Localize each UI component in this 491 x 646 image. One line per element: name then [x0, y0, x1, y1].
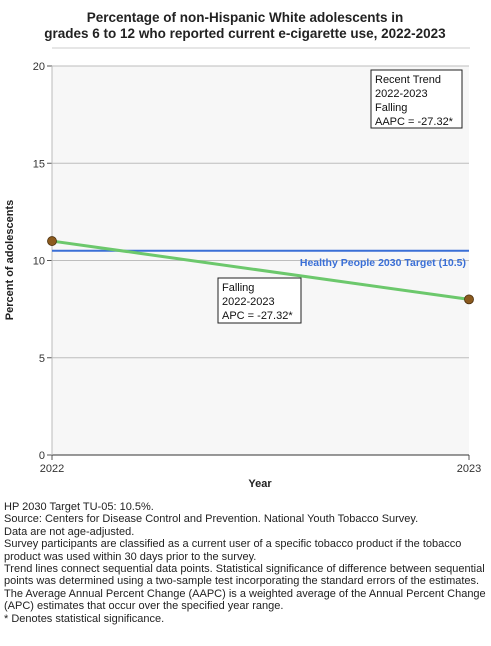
- target-label: Healthy People 2030 Target (10.5): [300, 257, 466, 269]
- segment-annotation-line-1: Falling: [222, 282, 254, 294]
- note-aapc-definition: The Average Annual Percent Change (AAPC)…: [4, 587, 486, 613]
- segment-annotation-box: Falling 2022-2023 APC = -27.32*: [217, 277, 302, 324]
- data-point-2023[interactable]: [464, 294, 474, 305]
- series-layer: [47, 236, 474, 305]
- y-axis-label: Percent of adolescents: [4, 200, 16, 320]
- recent-trend-box: Recent Trend 2022-2023 Falling AAPC = -2…: [370, 69, 463, 129]
- y-tick-label-0: 0: [39, 450, 45, 462]
- recent-trend-line-1: Recent Trend: [375, 74, 441, 86]
- y-tick-label-10: 10: [33, 256, 45, 268]
- y-axis-ticks: 0 5 10 15 20: [33, 61, 52, 462]
- recent-trend-line-4: AAPC = -27.32*: [375, 116, 454, 128]
- chart-notes: HP 2030 Target TU-05: 10.5%. Source: Cen…: [4, 501, 488, 625]
- x-tick-label-2023: 2023: [457, 463, 481, 475]
- y-tick-label-15: 15: [33, 158, 45, 170]
- chart: Percentage of non-Hispanic White adolesc…: [4, 10, 481, 490]
- note-significance: * Denotes statistical significance.: [4, 612, 165, 625]
- y-tick-label-20: 20: [33, 61, 45, 73]
- note-source: Source: Centers for Disease Control and …: [4, 513, 419, 526]
- x-axis-label: Year: [248, 478, 272, 490]
- x-axis-ticks: 2022 2023: [40, 455, 481, 475]
- chart-title-line-1: Percentage of non-Hispanic White adolesc…: [87, 10, 404, 25]
- segment-annotation-line-2: 2022-2023: [222, 296, 275, 308]
- note-trend-lines: Trend lines connect sequential data poin…: [4, 563, 485, 588]
- data-point-2022[interactable]: [47, 236, 57, 246]
- gridlines: [52, 65, 469, 359]
- recent-trend-line-3: Falling: [375, 102, 407, 114]
- chart-title-line-2: grades 6 to 12 who reported current e-ci…: [44, 26, 446, 41]
- x-tick-label-2022: 2022: [40, 463, 64, 475]
- note-current-user-definition: Survey participants are classified as a …: [4, 538, 462, 563]
- recent-trend-line-2: 2022-2023: [375, 88, 428, 100]
- note-age-adjustment: Data are not age-adjusted.: [4, 525, 135, 538]
- trend-line: [51, 239, 470, 301]
- segment-annotation-line-3: APC = -27.32*: [222, 310, 293, 322]
- note-target: HP 2030 Target TU-05: 10.5%.: [4, 501, 154, 513]
- y-tick-label-5: 5: [39, 353, 45, 365]
